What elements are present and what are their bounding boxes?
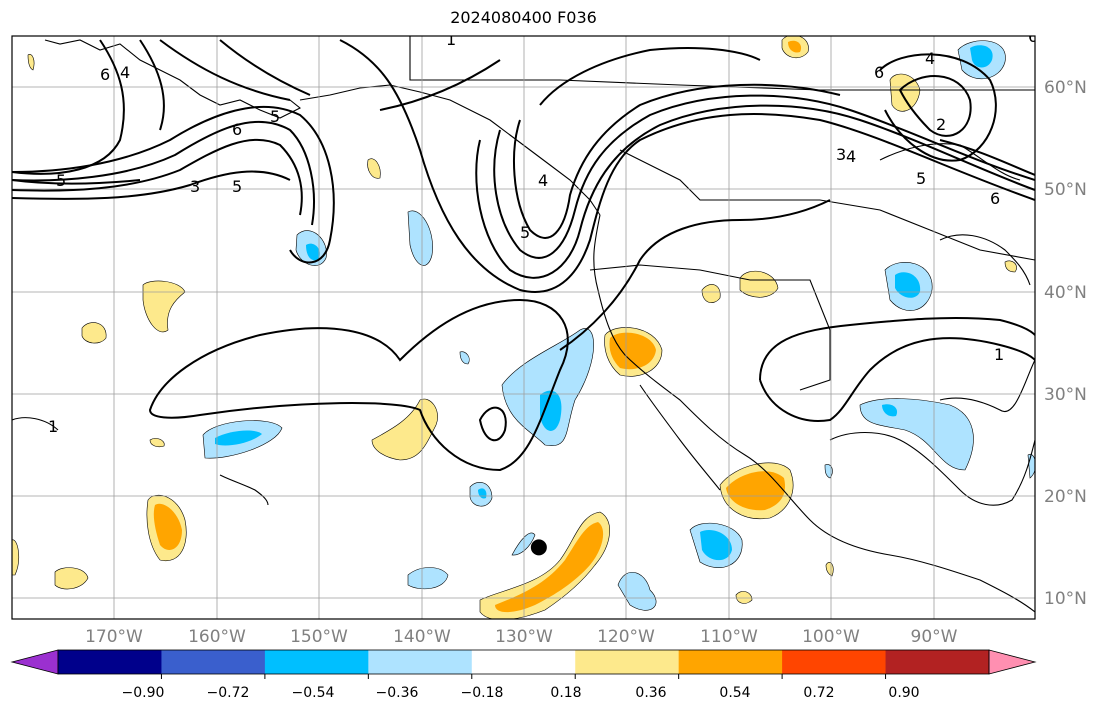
longitude-label: 150°W: [290, 627, 348, 647]
colorbar-ticks: [160, 674, 887, 679]
colorbar-label: −0.90: [122, 685, 165, 701]
contour-label: 4: [538, 171, 548, 190]
colorbar-label: 0.90: [888, 685, 919, 701]
contour-label: 1: [446, 30, 456, 49]
contour-label: 4: [846, 147, 856, 166]
map-frame: [11, 35, 1036, 620]
colorbar-segment: [58, 650, 162, 674]
longitude-label: 170°W: [85, 627, 143, 647]
colorbar-extend-high: [988, 649, 1037, 675]
contour-label: 1: [48, 417, 58, 436]
latitude-label: 20°N: [1044, 487, 1087, 507]
colorbar-segment: [782, 650, 887, 674]
colorbar-segment: [471, 650, 576, 674]
colorbar-extend-low: [10, 649, 59, 675]
contour-label: 6: [100, 65, 110, 84]
contour-label: 4: [925, 49, 935, 68]
contour-label: 6: [990, 189, 1000, 208]
latitude-label: 10°N: [1044, 589, 1087, 609]
colorbar-label: −0.36: [376, 685, 419, 701]
longitude-label: 160°W: [188, 627, 246, 647]
latitude-label: 60°N: [1044, 78, 1087, 98]
map-title: 2024080400 F036: [450, 8, 597, 27]
colorbar-label: 0.72: [803, 685, 834, 701]
colorbar-label: 0.54: [719, 685, 750, 701]
contour-label: 5: [270, 107, 280, 126]
colorbar-segment: [575, 650, 680, 674]
colorbar-segment: [264, 650, 369, 674]
latitude-label: 50°N: [1044, 180, 1087, 200]
longitude-label: 100°W: [802, 627, 860, 647]
longitude-label: 120°W: [597, 627, 655, 647]
coastlines: [12, 36, 1035, 613]
location-marker: [530, 539, 547, 556]
longitude-label: 130°W: [495, 627, 553, 647]
contour-label: 6: [874, 63, 884, 82]
colorbar-segment: [161, 650, 266, 674]
latitude-label: 40°N: [1044, 283, 1087, 303]
contour-label: 3: [190, 177, 200, 196]
longitude-label: 110°W: [700, 627, 758, 647]
contour-label: 5: [916, 169, 926, 188]
contour-label: 3: [836, 145, 846, 164]
colorbar-labels: −0.90 −0.72 −0.54 −0.36 −0.18 0.18 0.36 …: [122, 685, 920, 701]
longitude-label: 140°W: [393, 627, 451, 647]
anomaly-shading: [12, 36, 1035, 619]
contour-label: 4: [120, 63, 130, 82]
longitude-label: 90°W: [911, 627, 958, 647]
contour-label: 6: [232, 120, 242, 139]
contour-label: 5: [56, 171, 66, 190]
negative-anomaly-area: [202, 40, 1035, 611]
latitude-label: 30°N: [1044, 385, 1087, 405]
colorbar-label: 0.18: [550, 685, 581, 701]
contour-label: 2: [936, 115, 946, 134]
latitude-axis: 60°N 50°N 40°N 30°N 20°N 10°N: [1044, 78, 1087, 609]
colorbar-segment: [678, 650, 783, 674]
contour-label-group: 6 4 6 3 5 1 5 6 5 4 5 3 4 2 6 4 5 6 1 1: [48, 27, 1038, 436]
colorbar-segment: [368, 650, 473, 674]
contour-label: 1: [994, 345, 1004, 364]
colorbar-segments: [10, 649, 1037, 675]
colorbar-segment: [885, 650, 990, 674]
contour-lines: [12, 39, 1035, 472]
colorbar-label: −0.54: [292, 685, 335, 701]
contour-label: 5: [520, 223, 530, 242]
contour-label: 6: [1028, 27, 1038, 46]
colorbar-label: −0.72: [207, 685, 250, 701]
colorbar-label: 0.36: [635, 685, 666, 701]
colorbar-outline: [57, 649, 990, 675]
colorbar: −0.90 −0.72 −0.54 −0.36 −0.18 0.18 0.36 …: [10, 649, 1037, 701]
longitude-axis: 170°W 160°W 150°W 140°W 130°W 120°W 110°…: [85, 627, 958, 647]
contour-label: 5: [232, 177, 242, 196]
colorbar-label: −0.18: [461, 685, 504, 701]
